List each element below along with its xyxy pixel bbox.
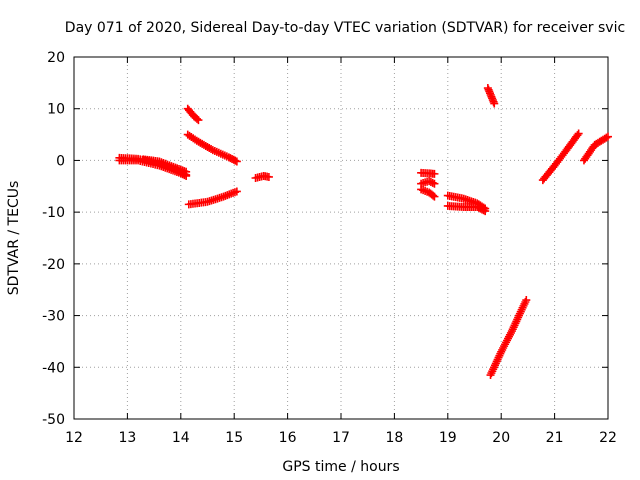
data-point: [604, 132, 612, 141]
grid-lines: [74, 57, 608, 419]
x-tick-label: 18: [385, 430, 403, 446]
data-point: [192, 114, 201, 123]
data-point: [232, 187, 241, 196]
data-point: [602, 133, 611, 142]
y-tick-label: -30: [42, 309, 65, 325]
data-point: [429, 191, 438, 200]
data-points: [115, 84, 612, 380]
x-tick-label: 22: [599, 430, 617, 446]
y-tick-label: 10: [47, 102, 65, 118]
y-tick-label: -20: [42, 257, 65, 273]
data-point: [194, 116, 203, 125]
data-point: [182, 167, 191, 176]
x-tick-label: 13: [118, 430, 136, 446]
chart-title: Day 071 of 2020, Sidereal Day-to-day VTE…: [65, 20, 625, 36]
y-axis-title: SDTVAR / TECUs: [6, 181, 22, 296]
y-tick-label: -40: [42, 360, 65, 376]
y-tick-label: -50: [42, 412, 65, 428]
x-tick-label: 19: [439, 430, 457, 446]
data-point: [573, 131, 582, 140]
x-tick-label: 15: [225, 430, 243, 446]
data-point: [264, 172, 273, 181]
data-point: [479, 206, 488, 215]
data-point: [490, 99, 499, 108]
data-point: [425, 177, 434, 186]
data-point: [430, 192, 439, 201]
data-point: [232, 157, 241, 166]
y-tick-label: 0: [56, 153, 65, 169]
data-point: [430, 179, 439, 188]
data-point: [522, 296, 531, 305]
y-tick-label: -10: [42, 205, 65, 221]
x-tick-label: 17: [332, 430, 350, 446]
axis-ticks: 12 13 14 15 16 17 18 19 20 21 22 20 10 0 -10 -20 -30 -40 -…: [42, 50, 617, 446]
data-point: [426, 177, 435, 186]
x-tick-label: 21: [546, 430, 564, 446]
x-tick-label: 12: [65, 430, 83, 446]
data-point: [428, 178, 437, 187]
x-tick-label: 16: [279, 430, 297, 446]
data-point: [430, 169, 439, 178]
data-point: [231, 156, 240, 165]
y-tick-label: 20: [47, 50, 65, 66]
x-tick-label: 14: [172, 430, 190, 446]
data-point: [574, 129, 583, 138]
data-point: [481, 207, 490, 216]
x-axis-title: GPS time / hours: [282, 459, 399, 475]
x-tick-label: 20: [492, 430, 510, 446]
